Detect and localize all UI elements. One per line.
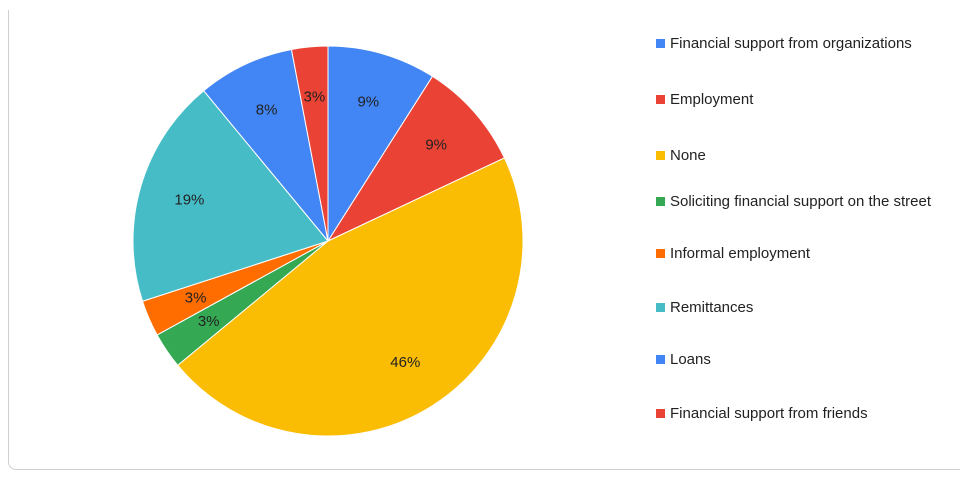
pie-slice-employment xyxy=(326,75,506,243)
legend-item-remittances: Remittances xyxy=(656,298,950,317)
legend-swatch xyxy=(656,409,665,418)
legend-item-loans: Loans xyxy=(656,350,950,369)
chart-border xyxy=(8,10,960,470)
legend-swatch xyxy=(656,249,665,258)
legend-item-none: None xyxy=(656,146,950,165)
slice-label-remittances: 19% xyxy=(174,192,204,209)
legend-item-soliciting-financial-support-on-the-street: Soliciting financial support on the stre… xyxy=(656,192,950,211)
slice-label-none: 46% xyxy=(390,354,420,371)
legend-label: Loans xyxy=(670,351,711,368)
pie-slice-remittances xyxy=(132,90,329,302)
legend-swatch xyxy=(656,303,665,312)
pie-slice-financial-support-from-friends xyxy=(290,45,329,242)
legend-swatch xyxy=(656,151,665,160)
slice-label-loans: 8% xyxy=(256,101,278,118)
slice-label-financial-support-from-organizations: 9% xyxy=(357,93,379,110)
slice-label-financial-support-from-friends: 3% xyxy=(304,88,326,105)
legend-label: Financial support from friends xyxy=(670,405,868,422)
legend-swatch xyxy=(656,355,665,364)
pie-slice-none xyxy=(177,157,524,437)
legend-item-employment: Employment xyxy=(656,90,950,109)
legend-label: None xyxy=(670,147,706,164)
legend-item-financial-support-from-organizations: Financial support from organizations xyxy=(656,34,950,53)
legend-label: Remittances xyxy=(670,299,754,316)
pie-slice-financial-support-from-organizations xyxy=(327,45,434,243)
slice-label-informal-employment: 3% xyxy=(185,289,207,306)
legend-label: Employment xyxy=(670,91,754,108)
legend-swatch xyxy=(656,39,665,48)
legend-swatch xyxy=(656,95,665,104)
slice-label-soliciting-financial-support-on-the-street: 3% xyxy=(198,313,220,330)
legend-label: Soliciting financial support on the stre… xyxy=(670,193,931,210)
pie-slice-loans xyxy=(202,48,329,242)
legend-swatch xyxy=(656,197,665,206)
legend-label: Informal employment xyxy=(670,245,811,262)
legend-item-financial-support-from-friends: Financial support from friends xyxy=(656,404,950,423)
slice-label-employment: 9% xyxy=(425,137,447,154)
legend-label: Financial support from organizations xyxy=(670,35,912,52)
legend-item-informal-employment: Informal employment xyxy=(656,244,950,263)
